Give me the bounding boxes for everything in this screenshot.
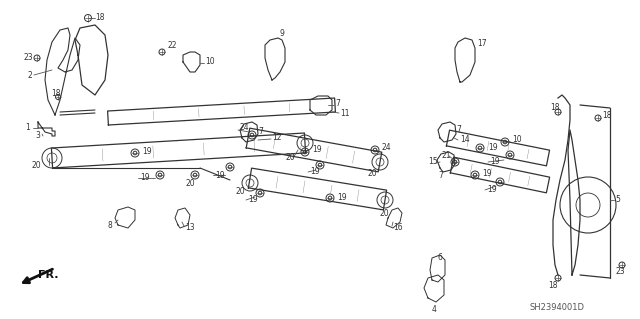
Text: 3: 3 (35, 131, 40, 140)
Text: 8: 8 (108, 220, 113, 229)
Text: 7: 7 (258, 128, 263, 137)
Text: 24: 24 (240, 123, 250, 132)
Text: 20: 20 (32, 160, 42, 169)
Text: 20: 20 (285, 153, 294, 162)
Text: 19: 19 (140, 174, 150, 182)
Text: 2: 2 (27, 70, 32, 79)
Text: 19: 19 (482, 169, 492, 179)
Text: 11: 11 (340, 108, 349, 117)
Text: 20: 20 (185, 179, 195, 188)
Text: 21: 21 (442, 151, 451, 160)
Text: 20: 20 (368, 169, 378, 179)
Text: 5: 5 (615, 196, 620, 204)
Text: 17: 17 (477, 40, 486, 48)
Text: 7: 7 (438, 170, 443, 180)
Text: 19: 19 (487, 186, 497, 195)
Text: 19: 19 (337, 192, 347, 202)
Text: 9: 9 (280, 28, 285, 38)
Text: 10: 10 (205, 57, 214, 66)
Text: 1: 1 (25, 123, 29, 132)
Text: 24: 24 (382, 144, 392, 152)
Text: 19: 19 (215, 170, 225, 180)
Text: 15: 15 (428, 158, 438, 167)
Text: 23: 23 (24, 54, 34, 63)
Text: 4: 4 (432, 306, 437, 315)
Text: 19: 19 (310, 167, 319, 176)
Text: 23: 23 (615, 268, 625, 277)
Text: 19: 19 (248, 196, 258, 204)
Text: 13: 13 (185, 224, 195, 233)
Text: 18: 18 (95, 12, 104, 21)
Text: 18: 18 (51, 88, 61, 98)
Text: SH2394001D: SH2394001D (530, 303, 585, 313)
Text: 18: 18 (550, 103, 559, 113)
Text: FR.: FR. (38, 270, 58, 280)
Text: 22: 22 (168, 41, 177, 49)
Text: 20: 20 (380, 209, 390, 218)
Text: 14: 14 (460, 136, 470, 145)
Text: 19: 19 (142, 147, 152, 157)
Text: 6: 6 (437, 253, 442, 262)
Text: 19: 19 (488, 143, 498, 152)
Text: 18: 18 (548, 280, 557, 290)
Text: 19: 19 (490, 158, 500, 167)
Text: 19: 19 (312, 145, 322, 154)
Text: 18: 18 (602, 110, 611, 120)
Text: 7: 7 (335, 100, 340, 108)
Text: 7: 7 (456, 125, 461, 135)
Text: 16: 16 (393, 224, 403, 233)
Text: 20: 20 (235, 188, 244, 197)
Text: 12: 12 (272, 133, 282, 143)
Text: 10: 10 (512, 136, 522, 145)
